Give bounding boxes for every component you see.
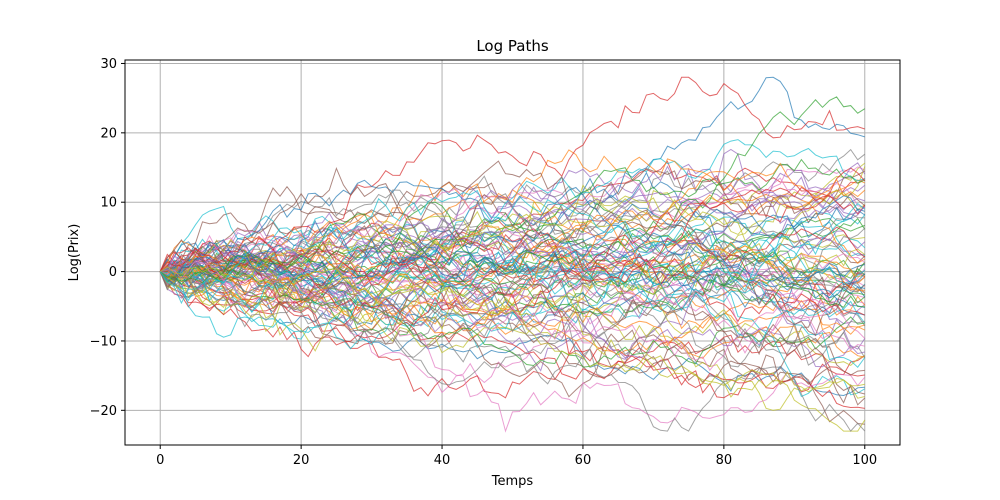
path-line bbox=[159, 160, 866, 272]
x-axis-ticks: 0 20 40 60 80 100 bbox=[156, 445, 877, 468]
path-line bbox=[159, 189, 866, 298]
path-line bbox=[160, 241, 866, 305]
path-line bbox=[160, 235, 866, 344]
y-tick-label: 0 bbox=[109, 265, 117, 280]
path-line bbox=[159, 248, 866, 324]
x-axis-label: Temps bbox=[491, 474, 534, 489]
y-tick-label: 30 bbox=[100, 57, 117, 72]
y-tick-label: −10 bbox=[90, 334, 117, 349]
y-tick-label: 20 bbox=[100, 126, 117, 141]
path-line bbox=[159, 198, 865, 292]
path-line bbox=[160, 206, 865, 280]
path-line bbox=[160, 225, 866, 291]
path-line bbox=[159, 260, 866, 433]
x-tick-label: 80 bbox=[716, 453, 733, 468]
x-tick-label: 100 bbox=[852, 453, 877, 468]
path-line bbox=[159, 262, 866, 432]
path-line bbox=[159, 238, 865, 308]
path-line bbox=[160, 139, 865, 273]
path-line bbox=[160, 248, 866, 338]
path-line bbox=[159, 242, 866, 313]
path-line bbox=[160, 260, 865, 372]
y-axis-label: Log(Prix) bbox=[67, 224, 82, 282]
path-line bbox=[159, 189, 866, 305]
path-line bbox=[159, 179, 865, 273]
path-line bbox=[159, 166, 865, 336]
path-line bbox=[160, 214, 865, 291]
path-line bbox=[159, 228, 866, 325]
path-line bbox=[160, 265, 865, 368]
y-tick-label: 10 bbox=[100, 196, 117, 211]
path-line bbox=[159, 186, 866, 316]
x-tick-label: 40 bbox=[434, 453, 451, 468]
path-line bbox=[159, 191, 866, 273]
path-line bbox=[159, 171, 865, 325]
path-line bbox=[160, 195, 866, 281]
path-line bbox=[159, 266, 865, 393]
plot-frame bbox=[124, 59, 901, 446]
chart-title: Log Paths bbox=[476, 37, 549, 55]
path-line bbox=[159, 245, 866, 323]
series-paths bbox=[159, 76, 866, 433]
y-axis-ticks: −20 −10 0 10 20 30 bbox=[90, 57, 125, 419]
path-line bbox=[159, 250, 866, 368]
x-tick-label: 60 bbox=[575, 453, 592, 468]
path-line bbox=[159, 220, 865, 299]
x-tick-label: 20 bbox=[293, 453, 310, 468]
x-tick-label: 0 bbox=[156, 453, 164, 468]
path-line bbox=[159, 162, 866, 326]
y-tick-label: −20 bbox=[90, 404, 117, 419]
path-line bbox=[159, 258, 866, 406]
path-line bbox=[159, 232, 866, 286]
path-line bbox=[159, 252, 866, 367]
